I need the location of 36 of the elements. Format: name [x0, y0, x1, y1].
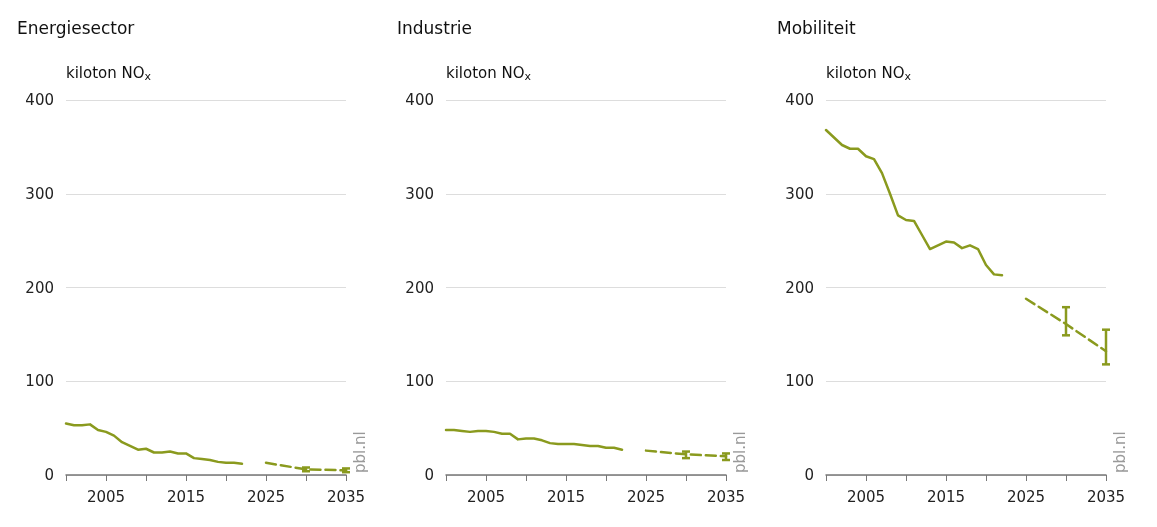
y-tick-label: 300 [785, 184, 814, 203]
y-tick-label: 0 [424, 466, 434, 484]
y-tick-label: 300 [405, 184, 434, 203]
y-tick-label: 100 [405, 372, 434, 391]
x-tick-label: 2005 [846, 487, 886, 506]
x-tick-label: 2015 [546, 487, 586, 506]
text: pbl.nl [1110, 431, 1129, 473]
y-tick-label: 400 [785, 91, 814, 109]
text: pbl.nl [350, 431, 369, 473]
x-tick-label: 2015 [926, 487, 966, 506]
line-series [824, 128, 1004, 277]
y-tick-label: 100 [25, 372, 54, 391]
y-tick-label: 200 [785, 278, 814, 297]
line-series [64, 422, 244, 465]
x-tick-label: 2035 [1086, 487, 1126, 506]
x-tick-label: 2035 [326, 487, 366, 506]
x-tick-label: 2025 [1006, 487, 1046, 506]
y-tick-label: 100 [785, 372, 814, 391]
y-tick-label: 200 [25, 278, 54, 297]
x-tick-label: 2005 [466, 487, 506, 506]
x-tick-label: 2035 [706, 487, 746, 506]
x-tick-label: 2015 [166, 487, 206, 506]
y-tick-label: 200 [405, 278, 434, 297]
chart-title: Energiesector [17, 17, 135, 38]
chart-title: Industrie [397, 17, 473, 38]
x-tick-label: 2025 [246, 487, 286, 506]
y-tick-label: 0 [44, 466, 54, 484]
x-tick-label: 2025 [626, 487, 666, 506]
y-tick-label: 300 [25, 184, 54, 203]
chart-title: Mobiliteit [777, 17, 856, 38]
x-tick-label: 2005 [86, 487, 126, 506]
line-series [444, 428, 624, 451]
y-tick-label: 0 [804, 466, 814, 484]
text: pbl.nl [730, 431, 749, 473]
y-tick-label: 400 [405, 91, 434, 109]
y-tick-label: 400 [25, 91, 54, 109]
